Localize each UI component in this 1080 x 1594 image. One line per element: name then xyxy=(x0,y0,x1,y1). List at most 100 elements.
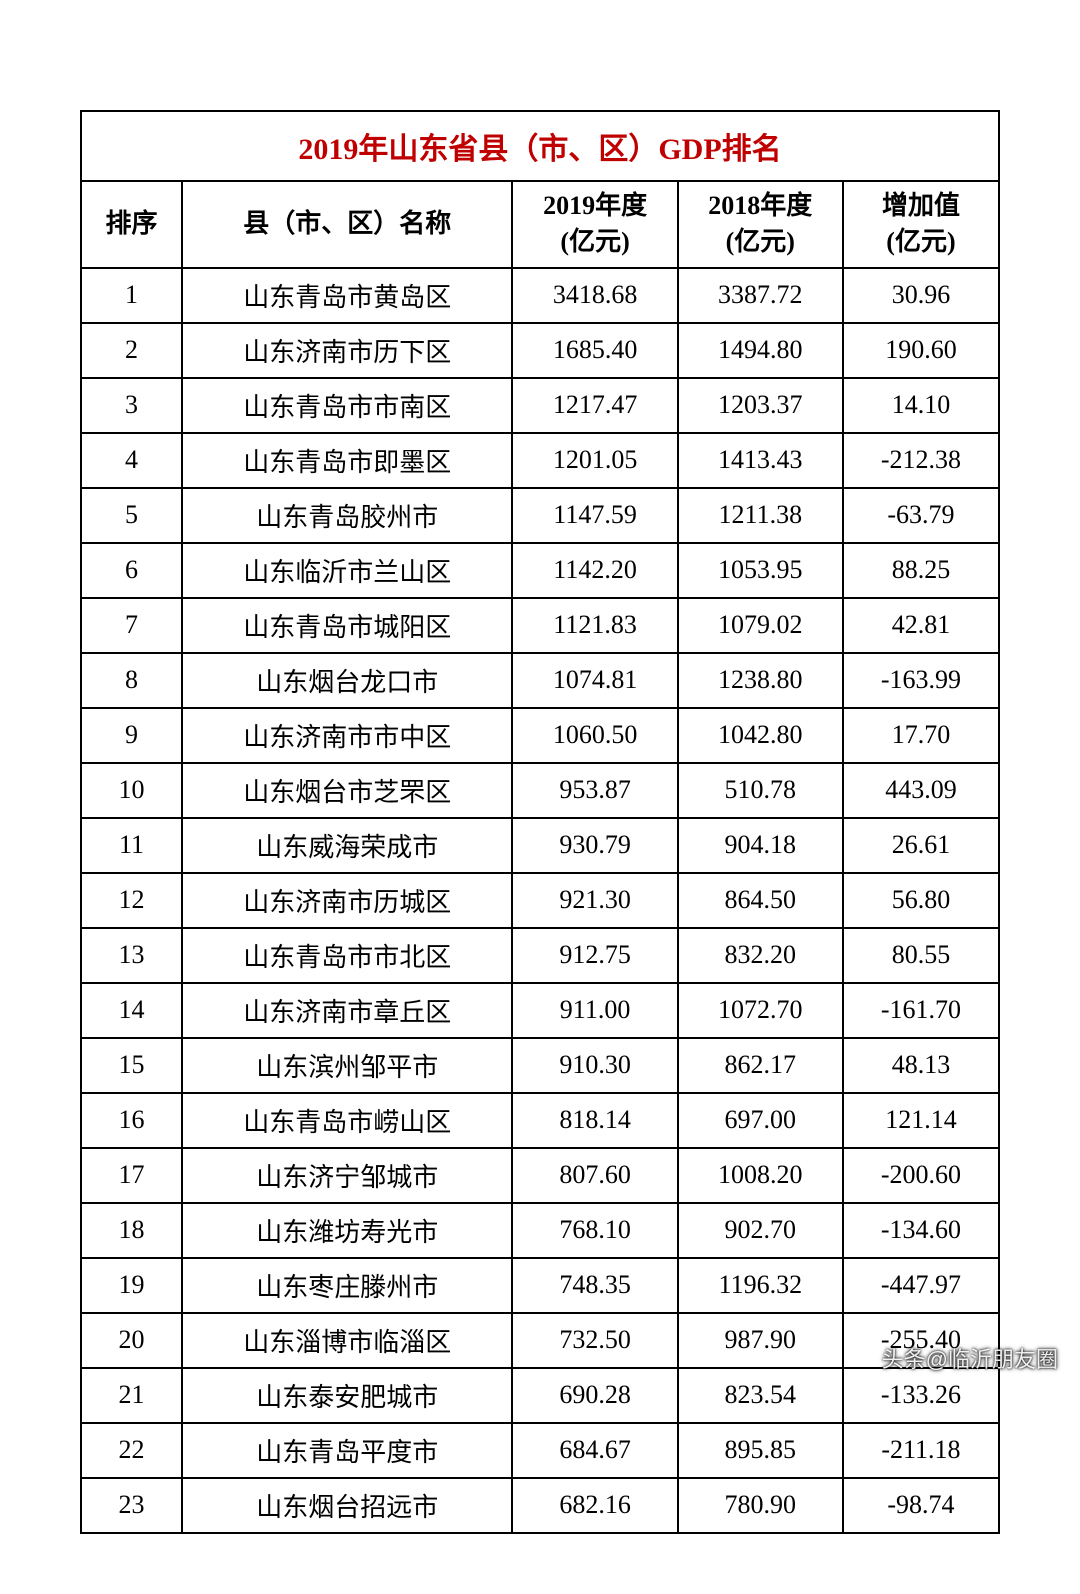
header-2018: 2018年度 (亿元) xyxy=(678,181,843,268)
cell-name: 山东济南市历下区 xyxy=(182,323,512,378)
cell-diff: -133.26 xyxy=(843,1368,999,1423)
cell-gdp_2018: 1494.80 xyxy=(678,323,843,378)
table-row: 19山东枣庄滕州市748.351196.32-447.97 xyxy=(81,1258,999,1313)
header-2019-line1: 2019年度 xyxy=(543,191,647,220)
cell-gdp_2018: 1072.70 xyxy=(678,983,843,1038)
gdp-ranking-table: 2019年山东省县（市、区）GDP排名 排序 县（市、区）名称 2019年度 (… xyxy=(80,110,1000,1534)
table-row: 5山东青岛胶州市1147.591211.38-63.79 xyxy=(81,488,999,543)
cell-rank: 18 xyxy=(81,1203,182,1258)
cell-gdp_2019: 1147.59 xyxy=(512,488,677,543)
cell-rank: 16 xyxy=(81,1093,182,1148)
cell-rank: 22 xyxy=(81,1423,182,1478)
cell-gdp_2018: 987.90 xyxy=(678,1313,843,1368)
cell-gdp_2019: 1060.50 xyxy=(512,708,677,763)
cell-gdp_2018: 823.54 xyxy=(678,1368,843,1423)
header-2019-line2: (亿元) xyxy=(560,227,629,256)
cell-name: 山东青岛胶州市 xyxy=(182,488,512,543)
cell-gdp_2018: 862.17 xyxy=(678,1038,843,1093)
cell-name: 山东济南市章丘区 xyxy=(182,983,512,1038)
cell-gdp_2018: 510.78 xyxy=(678,763,843,818)
cell-rank: 3 xyxy=(81,378,182,433)
cell-gdp_2019: 921.30 xyxy=(512,873,677,928)
cell-rank: 14 xyxy=(81,983,182,1038)
table-row: 13山东青岛市市北区912.75832.2080.55 xyxy=(81,928,999,983)
cell-gdp_2019: 818.14 xyxy=(512,1093,677,1148)
cell-diff: -200.60 xyxy=(843,1148,999,1203)
cell-name: 山东青岛市黄岛区 xyxy=(182,268,512,323)
cell-gdp_2019: 768.10 xyxy=(512,1203,677,1258)
cell-diff: 80.55 xyxy=(843,928,999,983)
cell-gdp_2019: 3418.68 xyxy=(512,268,677,323)
header-rank-label: 排序 xyxy=(105,209,157,238)
cell-name: 山东临沂市兰山区 xyxy=(182,543,512,598)
cell-gdp_2019: 690.28 xyxy=(512,1368,677,1423)
cell-rank: 20 xyxy=(81,1313,182,1368)
table-row: 14山东济南市章丘区911.001072.70-161.70 xyxy=(81,983,999,1038)
cell-rank: 2 xyxy=(81,323,182,378)
cell-name: 山东烟台市芝罘区 xyxy=(182,763,512,818)
table-row: 18山东潍坊寿光市768.10902.70-134.60 xyxy=(81,1203,999,1258)
cell-diff: -134.60 xyxy=(843,1203,999,1258)
cell-gdp_2019: 1142.20 xyxy=(512,543,677,598)
cell-diff: -163.99 xyxy=(843,653,999,708)
header-name: 县（市、区）名称 xyxy=(182,181,512,268)
cell-diff: 30.96 xyxy=(843,268,999,323)
cell-rank: 13 xyxy=(81,928,182,983)
cell-gdp_2019: 748.35 xyxy=(512,1258,677,1313)
header-2018-line1: 2018年度 xyxy=(708,191,812,220)
cell-name: 山东青岛市市南区 xyxy=(182,378,512,433)
cell-rank: 11 xyxy=(81,818,182,873)
cell-rank: 10 xyxy=(81,763,182,818)
header-2018-line2: (亿元) xyxy=(726,227,795,256)
table-row: 9山东济南市市中区1060.501042.8017.70 xyxy=(81,708,999,763)
table-title: 2019年山东省县（市、区）GDP排名 xyxy=(81,111,999,181)
cell-gdp_2018: 832.20 xyxy=(678,928,843,983)
table-row: 17山东济宁邹城市807.601008.20-200.60 xyxy=(81,1148,999,1203)
cell-diff: 26.61 xyxy=(843,818,999,873)
cell-gdp_2019: 1685.40 xyxy=(512,323,677,378)
table-row: 23山东烟台招远市682.16780.90-98.74 xyxy=(81,1478,999,1533)
cell-diff: -255.40 xyxy=(843,1313,999,1368)
table-body: 1山东青岛市黄岛区3418.683387.7230.962山东济南市历下区168… xyxy=(81,268,999,1533)
cell-gdp_2018: 1238.80 xyxy=(678,653,843,708)
table-row: 7山东青岛市城阳区1121.831079.0242.81 xyxy=(81,598,999,653)
cell-gdp_2019: 912.75 xyxy=(512,928,677,983)
cell-gdp_2019: 1217.47 xyxy=(512,378,677,433)
table-row: 2山东济南市历下区1685.401494.80190.60 xyxy=(81,323,999,378)
cell-gdp_2019: 1074.81 xyxy=(512,653,677,708)
cell-gdp_2018: 1079.02 xyxy=(678,598,843,653)
cell-rank: 23 xyxy=(81,1478,182,1533)
cell-gdp_2019: 930.79 xyxy=(512,818,677,873)
table-row: 11山东威海荣成市930.79904.1826.61 xyxy=(81,818,999,873)
table-row: 16山东青岛市崂山区818.14697.00121.14 xyxy=(81,1093,999,1148)
cell-name: 山东烟台招远市 xyxy=(182,1478,512,1533)
cell-gdp_2018: 1211.38 xyxy=(678,488,843,543)
table-row: 6山东临沂市兰山区1142.201053.9588.25 xyxy=(81,543,999,598)
cell-rank: 6 xyxy=(81,543,182,598)
cell-diff: 88.25 xyxy=(843,543,999,598)
cell-diff: 48.13 xyxy=(843,1038,999,1093)
table-row: 1山东青岛市黄岛区3418.683387.7230.96 xyxy=(81,268,999,323)
cell-gdp_2018: 895.85 xyxy=(678,1423,843,1478)
cell-rank: 5 xyxy=(81,488,182,543)
header-rank: 排序 xyxy=(81,181,182,268)
cell-name: 山东济宁邹城市 xyxy=(182,1148,512,1203)
cell-gdp_2018: 3387.72 xyxy=(678,268,843,323)
header-name-label: 县（市、区）名称 xyxy=(243,209,451,238)
table-row: 3山东青岛市市南区1217.471203.3714.10 xyxy=(81,378,999,433)
cell-name: 山东青岛市市北区 xyxy=(182,928,512,983)
table-row: 10山东烟台市芝罘区953.87510.78443.09 xyxy=(81,763,999,818)
cell-gdp_2018: 697.00 xyxy=(678,1093,843,1148)
cell-diff: 190.60 xyxy=(843,323,999,378)
cell-rank: 15 xyxy=(81,1038,182,1093)
cell-diff: -211.18 xyxy=(843,1423,999,1478)
cell-diff: 121.14 xyxy=(843,1093,999,1148)
cell-gdp_2018: 904.18 xyxy=(678,818,843,873)
cell-gdp_2018: 1008.20 xyxy=(678,1148,843,1203)
header-diff-line1: 增加值 xyxy=(882,191,960,220)
cell-gdp_2019: 807.60 xyxy=(512,1148,677,1203)
cell-diff: 56.80 xyxy=(843,873,999,928)
cell-gdp_2018: 1203.37 xyxy=(678,378,843,433)
header-diff: 增加值 (亿元) xyxy=(843,181,999,268)
header-2019: 2019年度 (亿元) xyxy=(512,181,677,268)
